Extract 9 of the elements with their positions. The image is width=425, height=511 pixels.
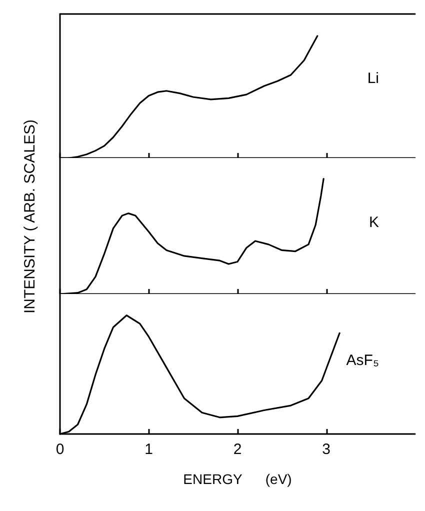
x-tick-label: 0 — [56, 441, 64, 458]
x-axis-title: ENERGY (eV) — [183, 471, 292, 487]
x-tick-label: 2 — [233, 441, 242, 458]
y-axis-title: INTENSITY ( ARB. SCALES) — [22, 118, 38, 316]
series-label: AsF₅ — [346, 352, 380, 369]
text: K — [368, 214, 380, 232]
x-tick-label: 3 — [322, 441, 330, 458]
text: Li — [367, 70, 380, 87]
x-tick-label: 1 — [144, 441, 153, 458]
